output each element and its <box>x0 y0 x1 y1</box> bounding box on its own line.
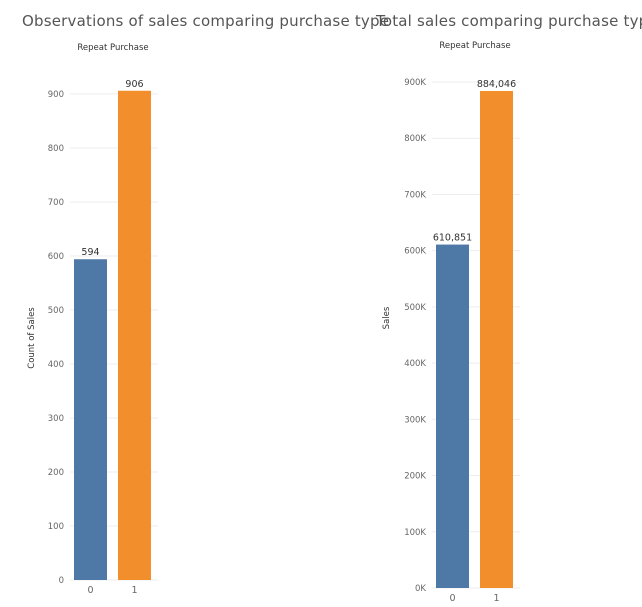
chart-1-ytick-label: 500 <box>48 306 64 316</box>
chart-2-ytick-label: 800K <box>404 134 426 144</box>
chart-2-data-label: 610,851 <box>433 233 472 244</box>
chart-1-ytick-label: 100 <box>48 522 64 532</box>
chart-2-category-label: 1 <box>493 593 499 604</box>
chart-1-bar-1 <box>118 90 151 580</box>
chart-2-ylabel: Sales <box>382 306 392 329</box>
chart-2-bar-0 <box>436 244 469 589</box>
chart-1-category-label: 1 <box>131 585 137 596</box>
chart-2-ytick-label: 300K <box>404 415 426 425</box>
chart-1-title: Observations of sales comparing purchase… <box>22 12 390 30</box>
chart-2-title: Total sales comparing purchase type <box>376 12 642 30</box>
chart-1-bar-0 <box>74 259 107 580</box>
chart-1-data-label: 594 <box>81 247 99 258</box>
chart-2-ytick-label: 500K <box>404 303 426 313</box>
chart-1-header: Repeat Purchase <box>77 43 148 53</box>
chart-1-ytick-label: 300 <box>48 414 64 424</box>
chart-1-data-label: 906 <box>125 79 143 90</box>
chart-1-ytick-label: 600 <box>48 252 64 262</box>
chart-2-ytick-label: 700K <box>404 190 426 200</box>
chart-2-ytick-label: 200K <box>404 472 426 482</box>
chart-1-category-label: 0 <box>87 585 93 596</box>
chart-2-ytick-label: 900K <box>404 78 426 88</box>
chart-2-header: Repeat Purchase <box>439 41 510 51</box>
chart-1-ytick-label: 400 <box>48 360 64 370</box>
chart-1-ylabel: Count of Sales <box>27 307 37 369</box>
chart-2-ytick-label: 0K <box>415 584 426 594</box>
chart-1-ytick-label: 900 <box>48 90 64 100</box>
chart-2-ytick-label: 100K <box>404 528 426 538</box>
chart-2-ytick-label: 400K <box>404 359 426 369</box>
chart-2-data-label: 884,046 <box>477 79 516 90</box>
chart-1-ytick-label: 0 <box>59 576 64 586</box>
chart-1-ytick-label: 800 <box>48 144 64 154</box>
chart-2-bar-1 <box>480 90 513 588</box>
chart-2-ytick-label: 600K <box>404 247 426 257</box>
chart-2-category-label: 0 <box>449 593 455 604</box>
chart-1-ytick-label: 700 <box>48 198 64 208</box>
chart-1-ytick-label: 200 <box>48 468 64 478</box>
